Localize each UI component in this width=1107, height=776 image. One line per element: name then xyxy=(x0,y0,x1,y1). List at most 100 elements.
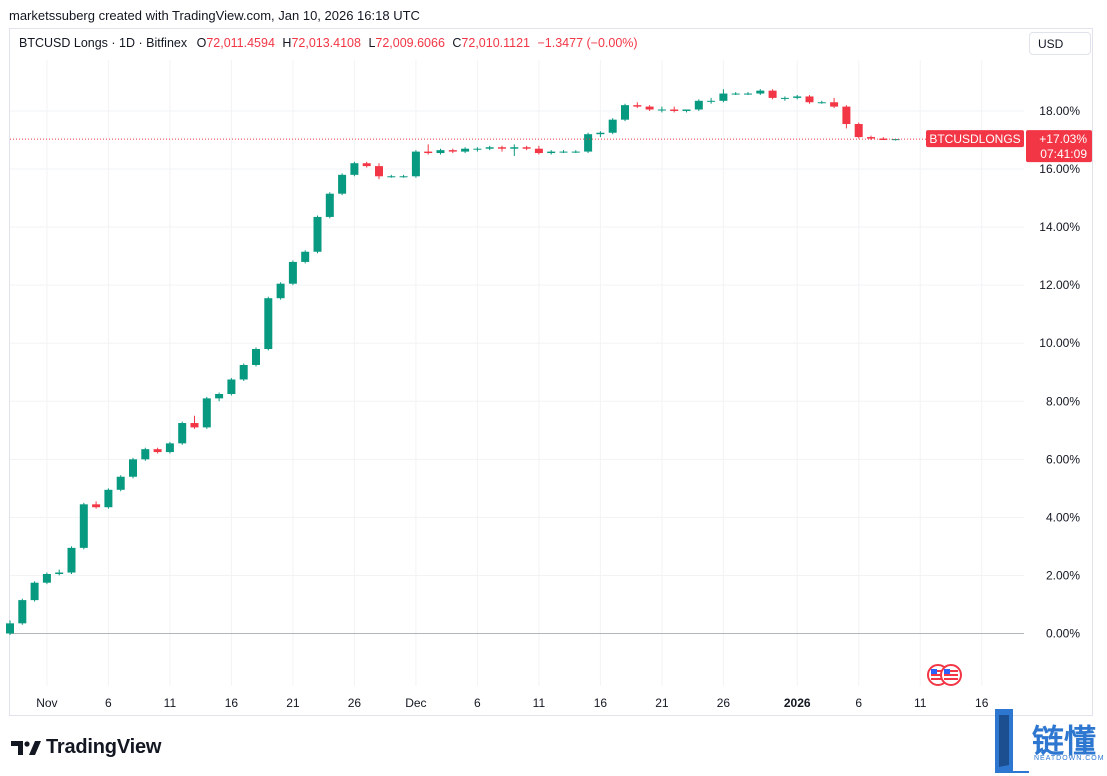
y-tick-label: 4.00% xyxy=(1046,510,1080,524)
candle-body xyxy=(6,623,14,634)
x-tick-label: 16 xyxy=(225,696,239,710)
candles xyxy=(6,89,900,635)
creator-line: marketssuberg created with TradingView.c… xyxy=(9,8,420,23)
candle-body xyxy=(436,150,445,154)
candle-body xyxy=(387,176,396,178)
y-tick-label: 16.00% xyxy=(1039,162,1080,176)
candle-body xyxy=(621,105,629,120)
candle-body xyxy=(657,109,666,111)
candle-body xyxy=(817,102,826,104)
symbol-name[interactable]: BTCUSD Longs · 1D · Bitfinex xyxy=(19,36,188,50)
tradingview-logo[interactable]: TradingView xyxy=(11,736,161,759)
candle-body xyxy=(153,449,162,453)
candle-body xyxy=(104,489,113,508)
candle-body xyxy=(694,100,703,110)
candle-body xyxy=(424,151,433,154)
price-label-symbol-bg xyxy=(926,130,1024,148)
candle-body xyxy=(129,459,137,477)
price-label-value-bg xyxy=(1026,130,1092,163)
x-tick-label: 26 xyxy=(348,696,362,710)
candle-body xyxy=(165,443,174,453)
x-tick-label: Dec xyxy=(405,696,426,710)
symbol-legend[interactable]: BTCUSD Longs · 1D · Bitfinex O72,011.459… xyxy=(19,36,638,50)
candle-body xyxy=(707,100,716,102)
currency-selector[interactable]: USD xyxy=(1029,32,1091,55)
candle-body xyxy=(276,283,285,299)
close-label: C xyxy=(452,36,462,50)
change-value: −1.3477 (−0.00%) xyxy=(537,36,638,50)
candle-body xyxy=(116,476,125,490)
candle-body xyxy=(768,90,777,98)
candle-body xyxy=(645,106,654,110)
candle-body xyxy=(448,150,457,152)
candle-body xyxy=(633,105,642,107)
y-tick-label: 14.00% xyxy=(1039,220,1080,234)
close-value: 72,010.1121 xyxy=(461,36,531,50)
candle-body xyxy=(473,148,482,150)
candle-body xyxy=(485,147,494,149)
y-tick-label: 18.00% xyxy=(1039,104,1080,118)
candle-body xyxy=(842,106,851,125)
candle-body xyxy=(596,132,605,135)
candle-body xyxy=(362,163,371,167)
low-label: L xyxy=(368,36,376,50)
candle-body xyxy=(780,97,789,99)
y-tick-label: 0.00% xyxy=(1046,627,1080,641)
x-tick-label: 26 xyxy=(717,696,731,710)
watermark-text: 链懂 xyxy=(1032,723,1097,759)
price-label-symbol: BTCUSDLONGS xyxy=(929,132,1020,146)
candle-body xyxy=(756,90,765,94)
y-tick-label: 8.00% xyxy=(1046,394,1080,408)
watermark-subtext: NEATDOWN.COM xyxy=(1034,755,1105,762)
open-label: O xyxy=(196,36,207,50)
candle-body xyxy=(522,147,531,149)
x-tick-label: 2026 xyxy=(784,696,811,710)
x-tick-label: 11 xyxy=(533,696,546,710)
candle-body xyxy=(571,151,580,153)
candle-body xyxy=(830,102,839,107)
candle-body xyxy=(338,174,347,194)
candle-body xyxy=(805,96,814,103)
candle-body xyxy=(239,364,248,380)
candle-body xyxy=(79,504,88,548)
low-value: 72,009.6066 xyxy=(375,36,445,50)
x-tick-label: Nov xyxy=(36,696,57,710)
x-tick-label: 16 xyxy=(975,696,989,710)
open-value: 72,011.4594 xyxy=(206,36,275,50)
x-tick-label: 21 xyxy=(286,696,300,710)
candle-body xyxy=(215,394,224,399)
price-label-tag: BTCUSDLONGS +17.03% 07:41:09 xyxy=(926,130,1092,163)
y-tick-label: 12.00% xyxy=(1039,278,1080,292)
x-tick-label: 21 xyxy=(655,696,669,710)
tradingview-logo-text: TradingView xyxy=(46,736,162,758)
candle-body xyxy=(399,176,408,178)
y-axis[interactable]: 0.00% 2.00% 4.00% 6.00% 8.00% 10.00% 12.00% 14.… xyxy=(1039,104,1080,641)
candle-body xyxy=(461,148,470,152)
candle-body xyxy=(719,93,728,101)
high-label: H xyxy=(282,36,292,50)
candle-body xyxy=(178,423,187,444)
candle-body xyxy=(67,547,76,573)
candle-body xyxy=(190,423,199,428)
x-tick-label: 6 xyxy=(474,696,481,710)
x-axis[interactable]: Nov 6 11 16 21 26 Dec 6 11 16 21 26 2026 6 11 16 xyxy=(36,696,988,710)
candle-body xyxy=(731,93,740,95)
candle-body xyxy=(375,166,383,177)
candle-body xyxy=(202,398,211,428)
candle-body xyxy=(793,96,802,98)
candle-body xyxy=(510,147,519,149)
candle-body xyxy=(744,93,752,95)
candle-body xyxy=(42,573,51,583)
y-tick-label: 2.00% xyxy=(1046,568,1080,582)
candle-body xyxy=(288,261,297,284)
economic-events-icon[interactable] xyxy=(927,664,962,686)
candle-body xyxy=(141,449,150,460)
candle-body xyxy=(608,119,617,133)
high-value: 72,013.4108 xyxy=(291,36,361,50)
price-label-timer: 07:41:09 xyxy=(1040,147,1087,161)
candle-body xyxy=(301,251,310,262)
x-tick-label: 16 xyxy=(594,696,608,710)
neatdown-watermark-icon xyxy=(995,709,1029,773)
candle-body xyxy=(854,124,863,138)
